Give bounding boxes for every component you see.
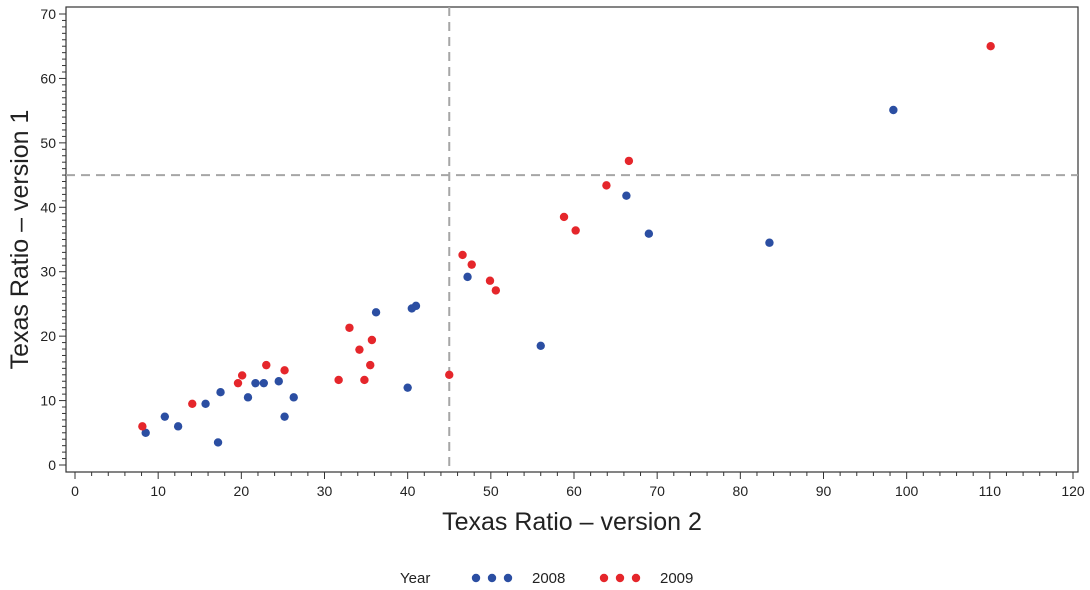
y-tick-label: 70 [40, 6, 56, 22]
data-point-2009 [485, 276, 495, 285]
legend: Year 2008 2009 [400, 570, 693, 587]
data-point-2009 [360, 375, 369, 385]
data-points [138, 42, 995, 447]
data-point-2008 [536, 341, 545, 351]
data-point-2008 [644, 229, 654, 238]
legend-marker [631, 573, 641, 583]
data-point-2009 [491, 286, 501, 295]
reference-lines [66, 7, 1078, 472]
data-point-2009 [624, 156, 634, 166]
data-point-2009 [367, 335, 377, 345]
x-axis: 0 10 20 30 40 50 60 70 80 90 100 110 120 [71, 472, 1085, 499]
legend-marker [599, 573, 609, 583]
data-point-2009 [262, 360, 271, 370]
y-tick-label: 10 [40, 393, 56, 409]
data-point-2008 [216, 387, 225, 397]
legend-label: 2008 [532, 570, 565, 587]
data-point-2009 [334, 375, 343, 385]
legend-marker [503, 573, 513, 583]
data-point-2009 [571, 226, 580, 235]
data-point-2008 [201, 399, 210, 408]
legend-entry-2009: 2009 [599, 570, 693, 587]
data-point-2008 [160, 412, 170, 421]
x-tick-label: 60 [566, 483, 582, 499]
legend-label: 2009 [660, 570, 693, 587]
data-point-2008 [259, 378, 268, 388]
data-point-2008 [251, 378, 260, 388]
x-tick-label: 80 [733, 483, 749, 499]
x-tick-label: 10 [150, 483, 166, 499]
data-point-2009 [467, 260, 476, 269]
data-point-2009 [280, 366, 289, 375]
y-tick-label: 30 [40, 264, 56, 280]
data-point-2009 [237, 371, 247, 380]
x-tick-label: 120 [1061, 483, 1085, 499]
data-point-2009 [458, 250, 467, 260]
data-point-2009 [986, 42, 995, 51]
y-tick-label: 60 [40, 70, 56, 86]
data-point-2009 [188, 399, 197, 408]
data-point-2008 [622, 191, 631, 200]
data-point-2009 [233, 378, 243, 388]
x-tick-label: 0 [71, 483, 79, 499]
legend-marker [615, 573, 625, 583]
plot-area [65, 6, 1079, 473]
data-point-2008 [213, 438, 223, 447]
y-tick-label: 0 [48, 457, 56, 473]
data-point-2008 [765, 238, 774, 247]
data-point-2008 [274, 377, 283, 386]
data-point-2009 [602, 181, 611, 190]
y-tick-label: 20 [40, 328, 56, 344]
data-point-2008 [371, 308, 381, 317]
data-point-2008 [289, 393, 298, 402]
data-point-2009 [366, 360, 375, 370]
data-point-2009 [355, 345, 364, 354]
x-tick-label: 50 [483, 483, 499, 499]
x-tick-label: 90 [816, 483, 832, 499]
x-tick-label: 110 [979, 483, 1002, 499]
data-point-2008 [411, 301, 421, 311]
plot-frame [65, 6, 1079, 473]
x-axis-title: Texas Ratio – version 2 [442, 508, 702, 536]
y-axis: 0 10 20 30 40 50 60 70 [40, 6, 66, 473]
data-point-2008 [173, 422, 183, 431]
x-tick-label: 100 [895, 483, 919, 499]
y-axis-title: Texas Ratio – version 1 [6, 110, 34, 370]
data-point-2009 [138, 422, 147, 431]
data-point-2009 [345, 323, 354, 332]
x-tick-label: 70 [649, 483, 665, 499]
data-point-2008 [141, 428, 150, 437]
data-point-2008 [403, 383, 412, 392]
data-point-2008 [889, 105, 898, 115]
data-point-2008 [243, 393, 253, 402]
data-point-2009 [445, 370, 454, 379]
legend-entry-2008: 2008 [471, 570, 565, 587]
legend-marker [471, 573, 481, 583]
x-tick-label: 20 [234, 483, 250, 499]
data-point-2009 [559, 212, 569, 222]
legend-title: Year [400, 570, 430, 587]
data-point-2008 [463, 272, 472, 282]
legend-marker [487, 573, 497, 583]
x-tick-label: 30 [317, 483, 333, 499]
x-tick-label: 40 [400, 483, 416, 499]
y-tick-label: 50 [40, 135, 56, 151]
y-tick-label: 40 [40, 199, 56, 215]
data-point-2008 [280, 412, 289, 421]
